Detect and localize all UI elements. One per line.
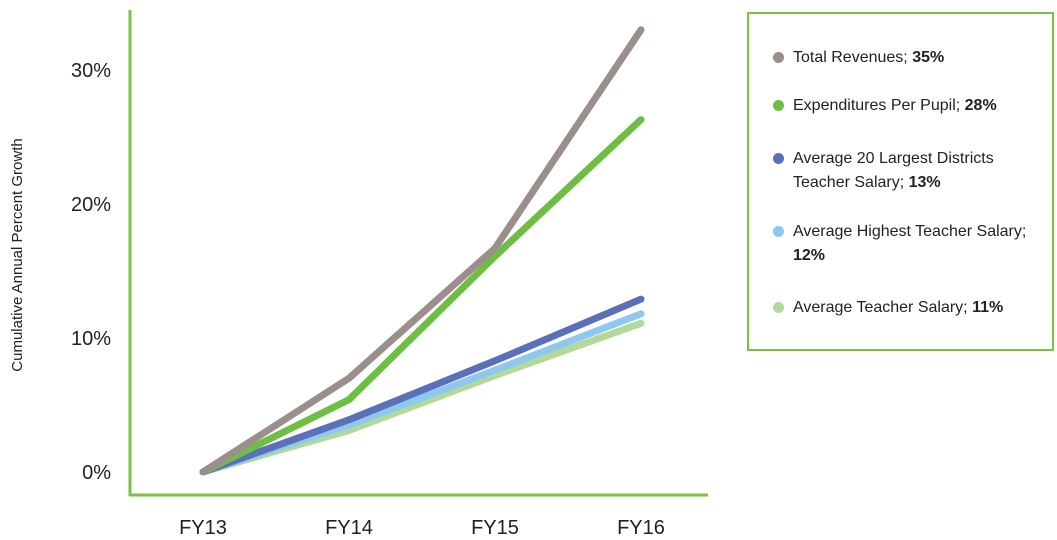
legend-item-label: Expenditures Per Pupil; <box>793 97 961 114</box>
legend-item-text: Expenditures Per Pupil; 28% <box>793 94 1053 118</box>
legend-item-value: 35% <box>912 49 945 66</box>
legend-item-average-highest-teacher-salary: Average Highest Teacher Salary; 12% <box>773 220 1053 268</box>
legend-item-label: Total Revenues; <box>793 49 908 66</box>
series-line-average-20-largest-districts-teacher-salary <box>199 295 645 476</box>
legend-item-text: Average Highest Teacher Salary; 12% <box>793 220 1053 268</box>
y-tick-label: 30% <box>71 60 111 82</box>
legend-item-text: Average Teacher Salary; 11% <box>793 296 1053 320</box>
y-tick-label: 0% <box>82 462 111 484</box>
legend-dot-icon <box>773 153 784 164</box>
x-tick-label: FY13 <box>179 517 227 539</box>
legend-item-text: Total Revenues; 35% <box>793 46 1053 70</box>
x-tick-label: FY15 <box>471 517 519 539</box>
legend-item-average-teacher-salary: Average Teacher Salary; 11% <box>773 296 1053 320</box>
legend-dot-icon <box>773 302 784 313</box>
y-tick-labels: 0% 10% 20% 30% <box>71 60 111 484</box>
legend-item-text: Average 20 Largest Districts Teacher Sal… <box>793 147 1053 195</box>
legend-item-expenditures-per-pupil: Expenditures Per Pupil; 28% <box>773 94 1053 118</box>
legend-item-total-revenues: Total Revenues; 35% <box>773 46 1053 70</box>
x-tick-labels: FY13 FY14 FY15 FY16 <box>179 517 665 539</box>
legend-item-value: 12% <box>793 247 826 264</box>
x-tick-label: FY14 <box>325 517 373 539</box>
legend-dot-icon <box>773 226 784 237</box>
legend-item-average-20-largest-districts: Average 20 Largest Districts Teacher Sal… <box>773 147 1053 195</box>
series-line-total-revenues <box>199 26 645 476</box>
y-tick-label: 10% <box>71 328 111 350</box>
legend-item-label: Average Highest Teacher Salary; <box>793 223 1027 240</box>
legend-item-label: Average 20 Largest Districts Teacher Sal… <box>793 150 994 191</box>
legend-item-value: 13% <box>908 174 941 191</box>
series-line-expenditures-per-pupil <box>199 116 645 476</box>
legend-item-value: 28% <box>964 97 997 114</box>
series-lines <box>199 26 645 476</box>
x-tick-label: FY16 <box>617 517 665 539</box>
legend-item-label: Average Teacher Salary; <box>793 299 968 316</box>
legend: Total Revenues; 35% Expenditures Per Pup… <box>747 12 1054 351</box>
y-axis-title: Cumulative Annual Percent Growth <box>9 138 26 371</box>
legend-dot-icon <box>773 100 784 111</box>
legend-item-value: 11% <box>972 299 1004 316</box>
y-tick-label: 20% <box>71 194 111 216</box>
legend-dot-icon <box>773 52 784 63</box>
